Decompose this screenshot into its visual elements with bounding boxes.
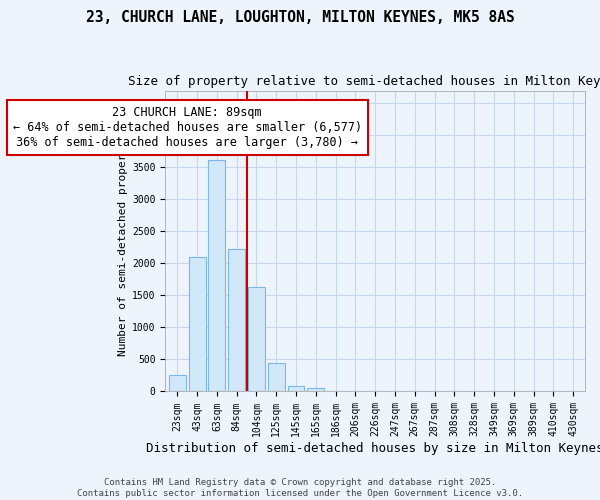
Bar [307,388,324,392]
Bar [268,362,284,392]
Bar [248,287,265,392]
Bar [188,257,206,392]
Text: 23 CHURCH LANE: 89sqm
← 64% of semi-detached houses are smaller (6,577)
36% of s: 23 CHURCH LANE: 89sqm ← 64% of semi-deta… [13,106,362,149]
Title: Size of property relative to semi-detached houses in Milton Keynes: Size of property relative to semi-detach… [128,75,600,88]
Bar [287,386,304,392]
Bar [208,160,226,392]
Bar [169,376,186,392]
Text: 23, CHURCH LANE, LOUGHTON, MILTON KEYNES, MK5 8AS: 23, CHURCH LANE, LOUGHTON, MILTON KEYNES… [86,10,514,25]
Bar [228,250,245,392]
X-axis label: Distribution of semi-detached houses by size in Milton Keynes: Distribution of semi-detached houses by … [146,442,600,455]
Text: Contains HM Land Registry data © Crown copyright and database right 2025.
Contai: Contains HM Land Registry data © Crown c… [77,478,523,498]
Y-axis label: Number of semi-detached properties: Number of semi-detached properties [118,126,128,356]
Bar [327,391,344,392]
